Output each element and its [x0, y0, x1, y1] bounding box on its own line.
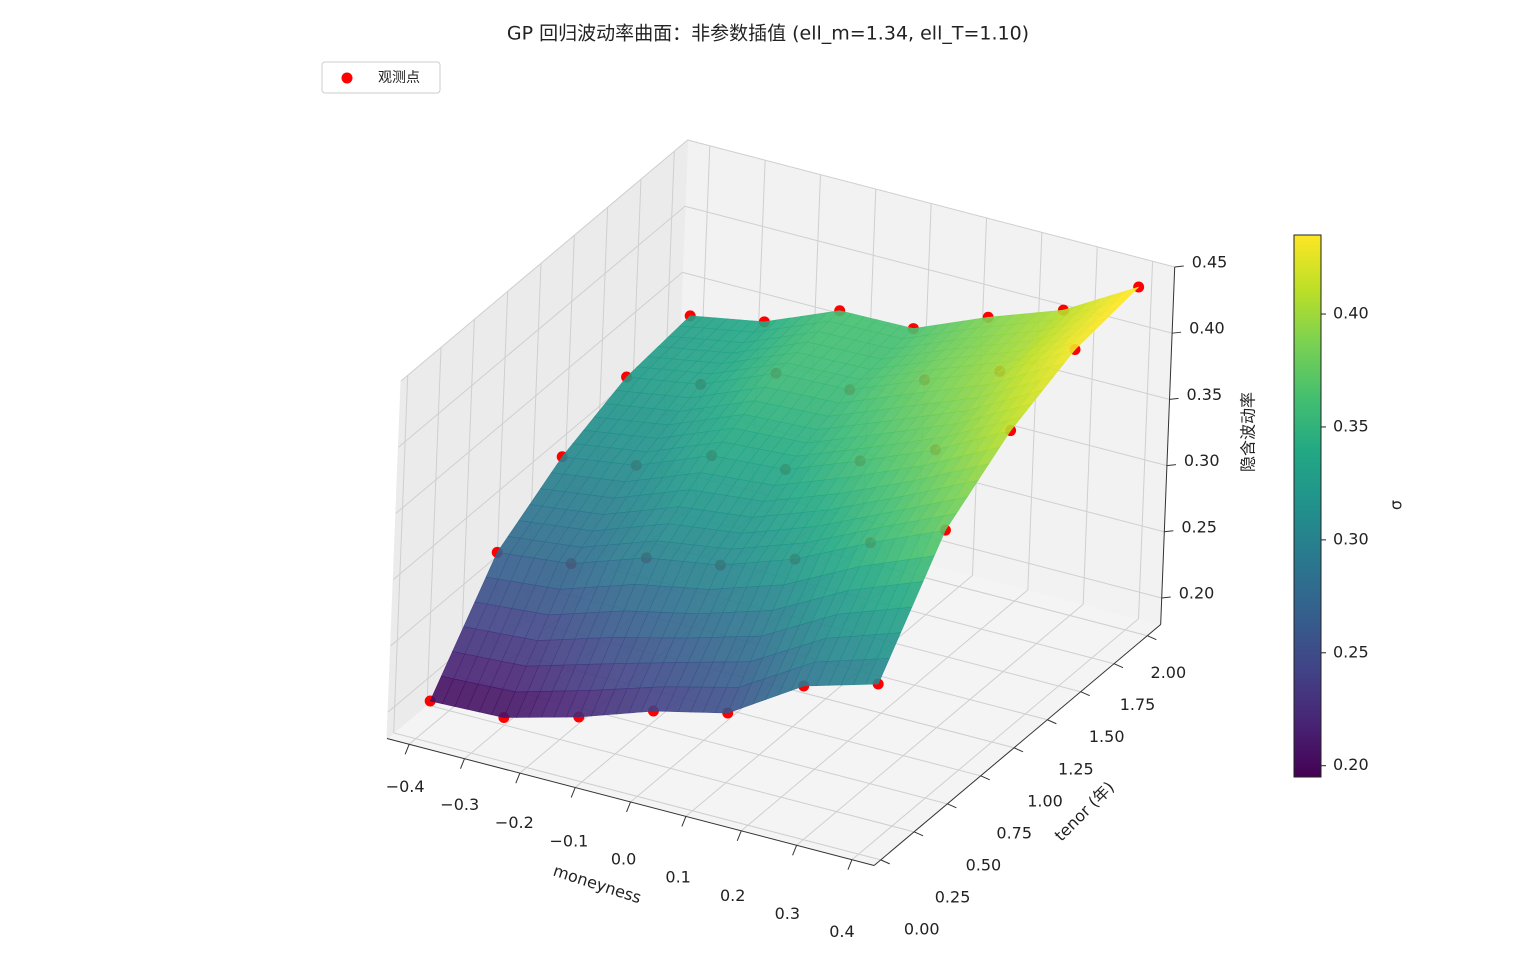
grid-line — [393, 375, 409, 733]
y-tick-label: 1.00 — [1027, 791, 1063, 810]
colorbar-tick-label: 0.25 — [1333, 642, 1369, 661]
y-tick-label: 1.50 — [1089, 727, 1125, 746]
z-tick-label: 0.30 — [1184, 451, 1220, 470]
grid-line — [740, 589, 1029, 832]
z-tick — [1172, 331, 1182, 334]
grid-line — [1027, 232, 1043, 590]
grid-line — [393, 732, 881, 861]
x-tick-label: −0.4 — [386, 777, 425, 796]
grid-line — [1138, 261, 1154, 619]
x-tick-label: −0.1 — [550, 831, 589, 850]
grid-line — [426, 704, 915, 833]
axis-line — [386, 738, 875, 866]
grid-line — [426, 347, 442, 705]
y-tick-label: 1.25 — [1058, 759, 1094, 778]
axis-line — [873, 624, 1161, 866]
z-tick — [1164, 530, 1174, 533]
colorbar-tick-label: 0.30 — [1333, 529, 1369, 548]
z-tick-label: 0.35 — [1187, 385, 1223, 404]
z-tick — [1161, 596, 1171, 599]
x-tick-label: 0.0 — [611, 849, 636, 868]
x-tick-label: −0.2 — [495, 813, 534, 832]
x-tick — [736, 830, 742, 842]
z-tick-label: 0.45 — [1192, 252, 1228, 271]
y-tick — [913, 831, 924, 837]
y-tick — [947, 803, 957, 809]
z-tick-label: 0.40 — [1189, 319, 1225, 338]
legend-marker — [341, 72, 353, 84]
z-tick — [1174, 265, 1184, 268]
y-tick — [1113, 663, 1124, 669]
y-tick — [1013, 747, 1024, 753]
chart-title: GP 回归波动率曲面：非参数插值 (ell_m=1.34, ell_T=1.10… — [507, 23, 1029, 45]
x-tick — [626, 801, 632, 813]
y-tick-label: 1.75 — [1120, 695, 1156, 714]
grid-line — [398, 205, 686, 448]
y-tick-label: 2.00 — [1151, 663, 1187, 682]
grid-line — [685, 575, 973, 817]
x-tick — [460, 758, 465, 769]
x-tick-label: −0.3 — [440, 795, 479, 814]
grid-line — [687, 139, 1175, 268]
z-tick — [1169, 397, 1179, 400]
x-tick — [570, 787, 576, 798]
colorbar-label: σ — [1387, 500, 1406, 510]
z-tick-label: 0.20 — [1179, 583, 1215, 602]
axis-line — [1160, 266, 1176, 625]
colorbar-tick-label: 0.40 — [1333, 304, 1369, 323]
grid-line — [851, 618, 1139, 861]
colorbar-tick-label: 0.20 — [1333, 755, 1369, 774]
y-tick — [880, 859, 890, 865]
x-tick-label: 0.3 — [775, 904, 800, 923]
surface-patch — [865, 658, 890, 685]
z-tick-label: 0.25 — [1181, 517, 1217, 536]
y-axis-label: tenor (年) — [1051, 778, 1118, 845]
y-tick — [1047, 719, 1057, 725]
z-tick — [1166, 464, 1176, 467]
legend-box — [321, 61, 441, 94]
z-axis-label: 隐含波动率 — [1239, 392, 1258, 472]
y-tick-label: 0.00 — [904, 919, 940, 938]
y-tick-label: 0.75 — [996, 823, 1032, 842]
y-tick — [980, 775, 990, 781]
grid-line — [796, 603, 1084, 846]
grid-line — [395, 272, 683, 514]
x-tick — [515, 772, 521, 784]
y-tick — [1147, 635, 1157, 641]
y-tick-label: 0.25 — [935, 887, 971, 906]
x-tick — [681, 816, 687, 827]
x-tick-label: 0.1 — [665, 868, 690, 887]
x-tick — [404, 744, 410, 755]
grid-line — [459, 319, 475, 677]
grid-line — [400, 139, 688, 382]
colorbar — [1293, 234, 1322, 778]
y-tick — [1080, 691, 1090, 697]
x-tick-label: 0.4 — [829, 922, 854, 941]
colorbar-tick-label: 0.35 — [1333, 416, 1369, 435]
x-tick — [847, 859, 853, 870]
legend-label: 观测点 — [378, 70, 420, 86]
x-tick-label: 0.2 — [720, 886, 745, 905]
y-tick-label: 0.50 — [966, 855, 1002, 874]
x-tick — [792, 845, 798, 856]
